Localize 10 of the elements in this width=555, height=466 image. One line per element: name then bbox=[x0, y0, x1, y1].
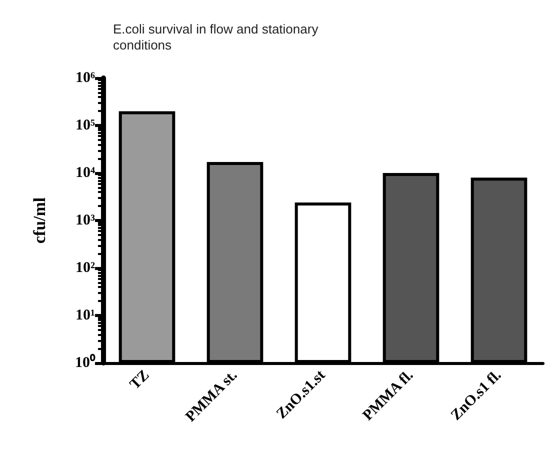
chart-title: E.coli survival in flow and stationary conditions bbox=[113, 22, 319, 52]
y-tick-label: 10⁶ bbox=[76, 70, 96, 86]
x-tick-label: TZ bbox=[127, 367, 153, 393]
y-tick-label: 10⁴ bbox=[76, 165, 96, 181]
y-tick-label: 10⁰ bbox=[75, 353, 96, 371]
y-tick-label: 10⁵ bbox=[76, 118, 96, 134]
y-axis-title: cfu/ml bbox=[30, 197, 49, 244]
y-tick-label: 10³ bbox=[76, 212, 96, 228]
y-tick-label: 10² bbox=[76, 260, 96, 276]
y-tick-label: 10¹ bbox=[76, 308, 95, 324]
